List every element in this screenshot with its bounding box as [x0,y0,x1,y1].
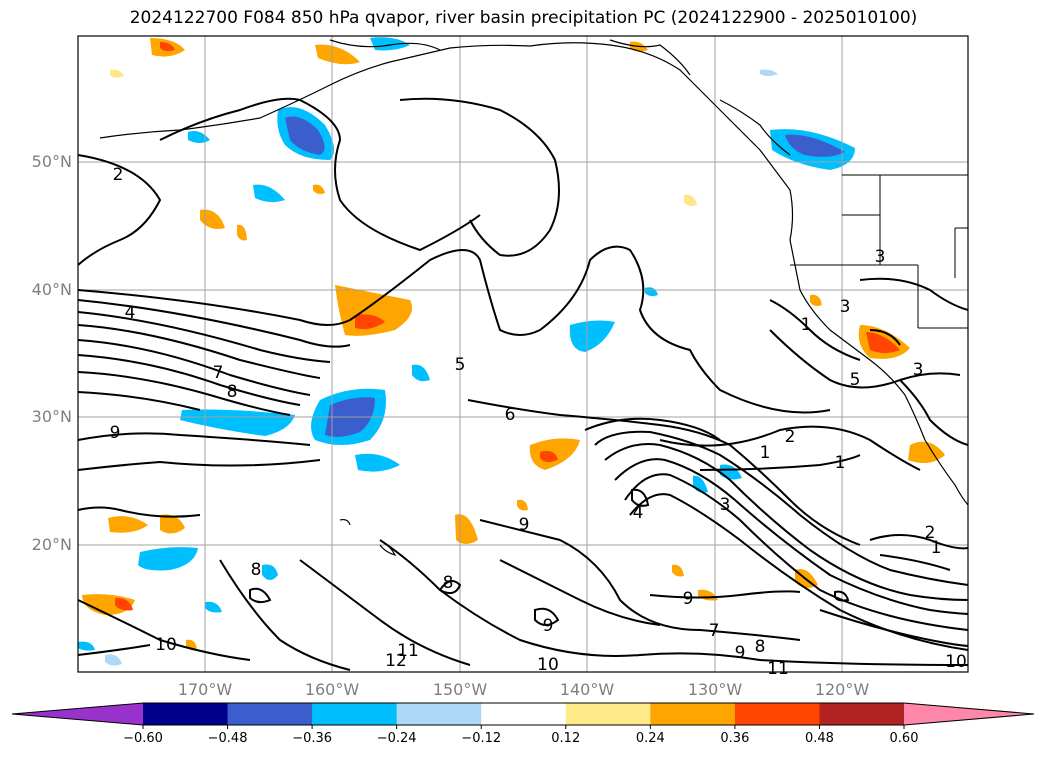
contour-label: 1 [931,538,942,558]
lat-label-20n: 20°N [31,535,72,554]
colorbar-extend-low [12,703,143,725]
state-borders [790,174,968,329]
contour-label: 5 [455,355,466,375]
colorbar-tick-label: −0.36 [292,731,333,746]
contour-label: 9 [735,643,746,663]
colorbar-segment [396,703,482,725]
contour-label: 8 [251,560,262,580]
lat-label-40n: 40°N [31,280,72,299]
contour-label: 9 [543,616,554,636]
contour-label: 9 [683,589,694,609]
coastlines [99,39,969,556]
contour-label: 4 [633,503,644,523]
contour-label: 5 [850,370,861,390]
contour-label: 9 [110,423,121,443]
contour-label: 8 [755,637,766,657]
contour-label: 3 [875,247,886,267]
contour-label: 3 [913,360,924,380]
contour-label: 6 [505,405,516,425]
colorbar-tick-label: 0.60 [889,731,919,746]
plot-frame [77,35,969,673]
colorbar-tick-label: −0.12 [461,731,502,746]
contour-label: 8 [443,573,454,593]
graticule [78,36,968,672]
lat-label-50n: 50°N [31,152,72,171]
colorbar-segment [819,703,905,725]
colorbar-segment [650,703,736,725]
colorbar-tick-label: 0.48 [804,731,834,746]
contour-label: 8 [227,382,238,402]
contour-label: 2 [785,427,796,447]
contour-label: 10 [155,635,177,655]
colorbar-tick-label: −0.60 [123,731,163,746]
colorbar-segment [227,703,313,725]
colorbar-extend-high [904,703,1034,725]
colorbar-segment [143,703,229,725]
contour-label: 12 [385,651,407,671]
contour-label: 2 [925,523,936,543]
map-title: 2024122700 F084 850 hPa qvapor, river ba… [129,8,918,28]
lat-label-30n: 30°N [31,407,72,426]
qvapor-contours [77,97,969,671]
contour-label: 9 [519,515,530,535]
precip-shading [78,37,945,666]
lon-label-160w: 160°W [304,680,360,699]
colorbar-tick-label: −0.24 [376,731,417,746]
contour-label: 3 [840,297,851,317]
contour-label: 1 [801,315,812,335]
colorbar [11,702,1035,729]
contour-label: 10 [945,652,967,672]
contour-label: 11 [397,641,419,661]
colorbar-tick-label: 0.12 [551,731,581,746]
colorbar-tick-label: 0.36 [720,731,750,746]
colorbar-tick-label: −0.48 [207,731,248,746]
lon-label-170w: 170°W [177,680,233,699]
lon-label-120w: 120°W [814,680,870,699]
lon-label-140w: 140°W [559,680,615,699]
contour-label: 7 [709,621,720,641]
colorbar-segment [734,703,820,725]
contour-label: 7 [213,363,224,383]
contour-label: 1 [760,443,771,463]
contour-label-group: 2 4 7 8 9 5 6 2 1 1 4 3 9 8 10 11 12 9 7… [110,165,967,679]
colorbar-segment [565,703,651,725]
lon-label-150w: 150°W [432,680,488,699]
lon-label-130w: 130°W [687,680,743,699]
colorbar-tick-label: 0.24 [635,731,665,746]
contour-label: 1 [835,453,846,473]
colorbar-segment [481,703,567,725]
contour-label: 10 [537,655,559,675]
contour-label: 2 [113,165,124,185]
contour-label: 11 [767,659,789,679]
contour-label: 4 [125,303,136,323]
contour-label: 3 [720,495,731,515]
colorbar-segment [312,703,398,725]
